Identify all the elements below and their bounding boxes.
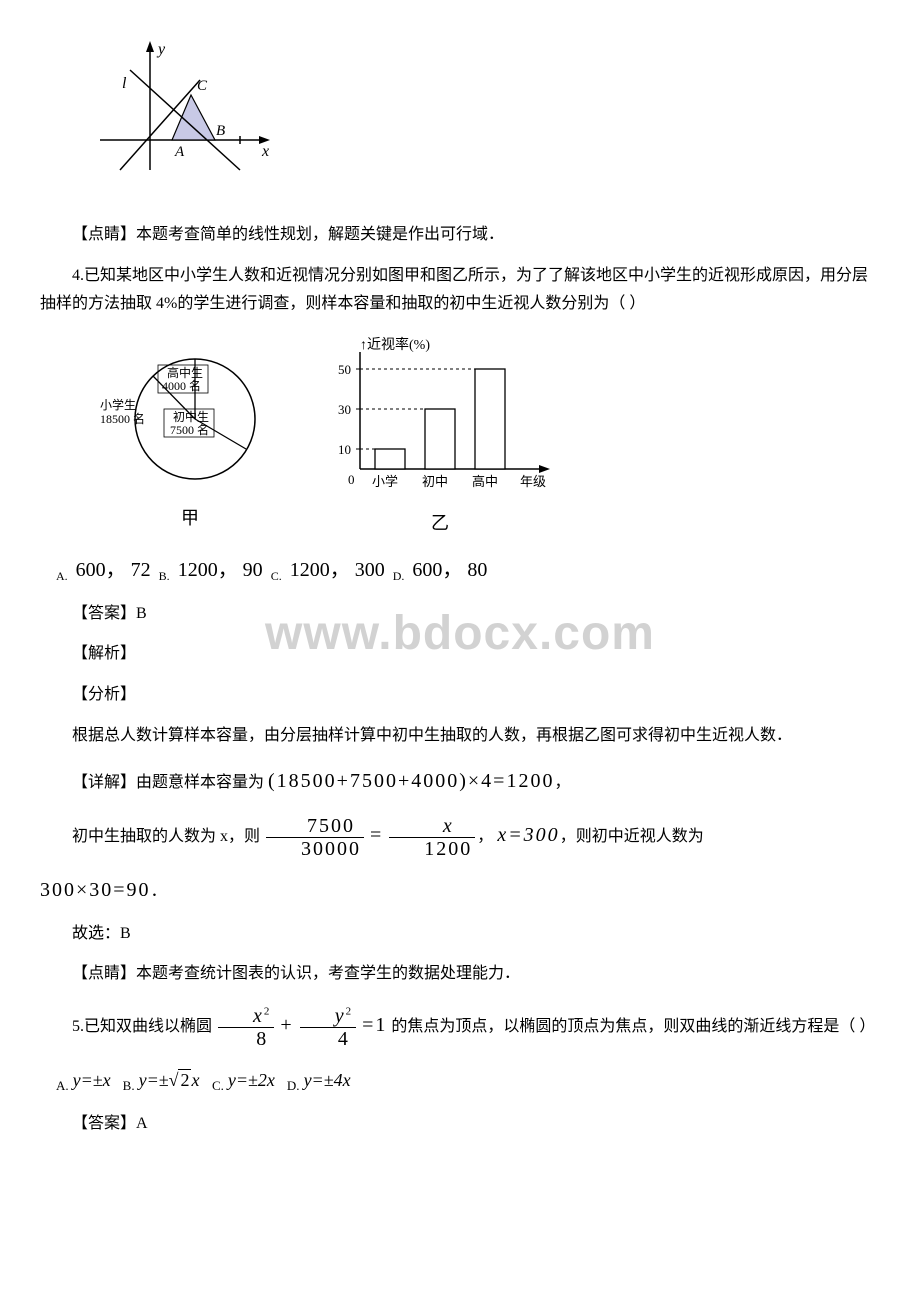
fenxi-4: 【分析】 [40, 681, 880, 710]
q5-D: y=±4x [304, 1070, 351, 1090]
q5-C-label: C. [212, 1078, 224, 1093]
q4-figures: 高中生 4000 名 初中生 7500 名 小学生 18500 名 甲 ↑近视率… [100, 334, 880, 539]
svg-text:B: B [216, 123, 225, 139]
q4-line2-comma: ， [477, 828, 493, 845]
svg-text:C: C [197, 78, 208, 94]
q4-detail-line2: 初中生抽取的人数为 x，则 7500 30000 = x 1200 ， x=30… [40, 811, 880, 860]
q5-frac-x: x2 8 [218, 1005, 274, 1050]
q4-detail-prefix: 【详解】由题意样本容量为 [72, 774, 264, 791]
q4-eq-sign: = [370, 824, 383, 846]
svg-text:↑近视率(%): ↑近视率(%) [360, 336, 430, 353]
pie-caption: 甲 [181, 502, 199, 534]
svg-text:50: 50 [338, 362, 351, 377]
pie-chart-block: 高中生 4000 名 初中生 7500 名 小学生 18500 名 甲 [100, 339, 280, 534]
answer-4-value: B [136, 605, 147, 622]
q5-suffix: 的焦点为顶点，以椭圆的顶点为焦点，则双曲线的渐近线方程是（ ） [391, 1018, 875, 1035]
opt-D-label: D. [393, 569, 405, 583]
opt-D: 600， 80 [412, 559, 487, 581]
lp-feasible-region-figure: y x l A B C [80, 40, 880, 201]
q5-prefix: 5.已知双曲线以椭圆 [72, 1018, 212, 1035]
opt-C: 1200， 300 [290, 559, 385, 581]
answer-block-4: 【答案】B 【解析】 www.bdocx.com [40, 600, 880, 670]
q5-D-label: D. [287, 1078, 300, 1093]
pie-svg: 高中生 4000 名 初中生 7500 名 小学生 18500 名 [100, 339, 280, 494]
question-4-text: 4.已知某地区中小学生人数和近视情况分别如图甲和图乙所示，为了了解该地区中小学生… [40, 262, 880, 320]
q4-frac1-den: 30000 [266, 838, 364, 860]
svg-text:0: 0 [348, 472, 355, 487]
opt-B: 1200， 90 [178, 559, 263, 581]
svg-text:高中: 高中 [472, 474, 498, 489]
q4-x-eq: x=300 [497, 824, 559, 846]
bar-svg: ↑近视率(%) 10 30 50 0 小学 初中 [310, 334, 570, 499]
q4-options: A. 600， 72 B. 1200， 90 C. 1200， 300 D. 6… [40, 552, 880, 588]
svg-text:y: y [156, 41, 166, 58]
svg-text:10: 10 [338, 442, 351, 457]
bar-caption: 乙 [431, 507, 449, 539]
opt-A-label: A. [56, 569, 68, 583]
q4-detail-expr: (18500+7500+4000)×4=1200 [268, 770, 554, 792]
q4-line3-suffix: ． [151, 883, 167, 900]
q4-frac2-den: 1200 [389, 838, 475, 860]
opt-A: 600， 72 [76, 559, 151, 581]
q4-line2-prefix: 初中生抽取的人数为 x，则 [72, 828, 260, 845]
svg-text:7500 名: 7500 名 [170, 422, 209, 437]
svg-text:l: l [122, 75, 127, 92]
svg-text:A: A [174, 144, 185, 160]
svg-text:30: 30 [338, 402, 351, 417]
svg-text:初中生: 初中生 [173, 409, 209, 424]
svg-text:初中: 初中 [422, 474, 448, 489]
q4-frac2-num: x [389, 815, 475, 838]
q5-A-label: A. [56, 1078, 69, 1093]
q5-B-label: B. [123, 1078, 135, 1093]
q5-B: y=±2x [139, 1070, 204, 1090]
q4-frac1-num: 7500 [266, 815, 364, 838]
svg-text:18500 名: 18500 名 [100, 411, 145, 426]
q5-options: A. y=±x B. y=±2x C. y=±2x D. y=±4x [56, 1064, 880, 1098]
q4-analysis: 根据总人数计算样本容量，由分层抽样计算中初中生抽取的人数，再根据乙图可求得初中生… [40, 722, 880, 751]
q4-dianjing: 【点睛】本题考查统计图表的认识，考查学生的数据处理能力． [40, 960, 880, 989]
q4-guxuan: 故选：B [40, 920, 880, 949]
answer-5: 【答案】A [40, 1110, 880, 1139]
q4-line2-suffix: ，则初中近视人数为 [560, 828, 704, 845]
q5-C: y=±2x [228, 1070, 275, 1090]
q4-line3-expr: 300×30=90 [40, 879, 151, 901]
q4-detail-line3: 300×30=90． [40, 872, 880, 908]
svg-text:小学生: 小学生 [100, 397, 136, 412]
q4-detail-suffix: ， [554, 774, 570, 791]
q4-detail-line1: 【详解】由题意样本容量为 (18500+7500+4000)×4=1200， [40, 763, 880, 799]
answer-5-label: 【答案】 [72, 1115, 136, 1132]
q4-frac2: x 1200 [389, 815, 475, 860]
q5-A: y=±x [73, 1070, 111, 1090]
bar-chart-block: ↑近视率(%) 10 30 50 0 小学 初中 [310, 334, 570, 539]
answer-4-label: 【答案】 [72, 605, 136, 622]
svg-text:小学: 小学 [372, 474, 398, 489]
svg-text:高中生: 高中生 [167, 365, 203, 380]
answer-4: 【答案】B [40, 600, 880, 629]
jiexi-4: 【解析】 [40, 640, 880, 669]
q4-frac1: 7500 30000 [266, 815, 364, 860]
question-5-text: 5.已知双曲线以椭圆 x2 8 + y2 4 =1 的焦点为顶点，以椭圆的顶点为… [40, 1003, 880, 1050]
answer-5-value: A [136, 1115, 148, 1132]
lp-svg: y x l A B C [80, 40, 280, 190]
q5-eq1: =1 [362, 1014, 387, 1036]
q5-frac-y: y2 4 [300, 1005, 356, 1050]
svg-text:年级: 年级 [520, 474, 546, 489]
svg-text:4000 名: 4000 名 [162, 378, 201, 393]
svg-text:x: x [261, 143, 269, 160]
opt-B-label: B. [159, 569, 170, 583]
opt-C-label: C. [271, 569, 282, 583]
dianjing-3: 【点睛】本题考查简单的线性规划，解题关键是作出可行域． [40, 221, 880, 250]
